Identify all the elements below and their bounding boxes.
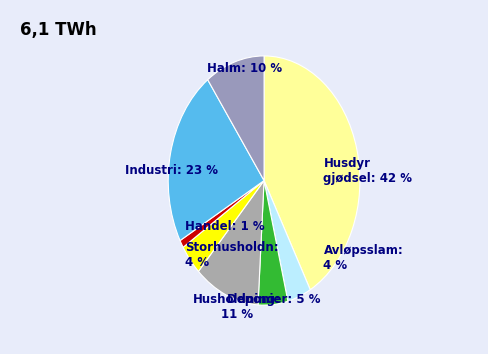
Text: Husdyr
gjødsel: 42 %: Husdyr gjødsel: 42 % bbox=[323, 156, 412, 184]
Text: Husholdning:
11 %: Husholdning: 11 % bbox=[193, 293, 281, 321]
Wedge shape bbox=[207, 56, 264, 181]
Wedge shape bbox=[168, 80, 264, 241]
Wedge shape bbox=[198, 181, 264, 305]
Wedge shape bbox=[258, 181, 287, 305]
Text: Storhusholdn:
4 %: Storhusholdn: 4 % bbox=[185, 241, 279, 269]
Wedge shape bbox=[180, 181, 264, 247]
Wedge shape bbox=[183, 181, 264, 272]
Text: Handel: 1 %: Handel: 1 % bbox=[185, 220, 264, 233]
Wedge shape bbox=[264, 56, 359, 290]
Text: Industri: 23 %: Industri: 23 % bbox=[125, 164, 218, 177]
Text: Avløpsslam:
4 %: Avløpsslam: 4 % bbox=[323, 244, 403, 272]
Text: 6,1 TWh: 6,1 TWh bbox=[20, 21, 96, 39]
Wedge shape bbox=[264, 181, 309, 301]
Text: Deponier: 5 %: Deponier: 5 % bbox=[226, 293, 320, 306]
Text: Halm: 10 %: Halm: 10 % bbox=[207, 62, 282, 75]
